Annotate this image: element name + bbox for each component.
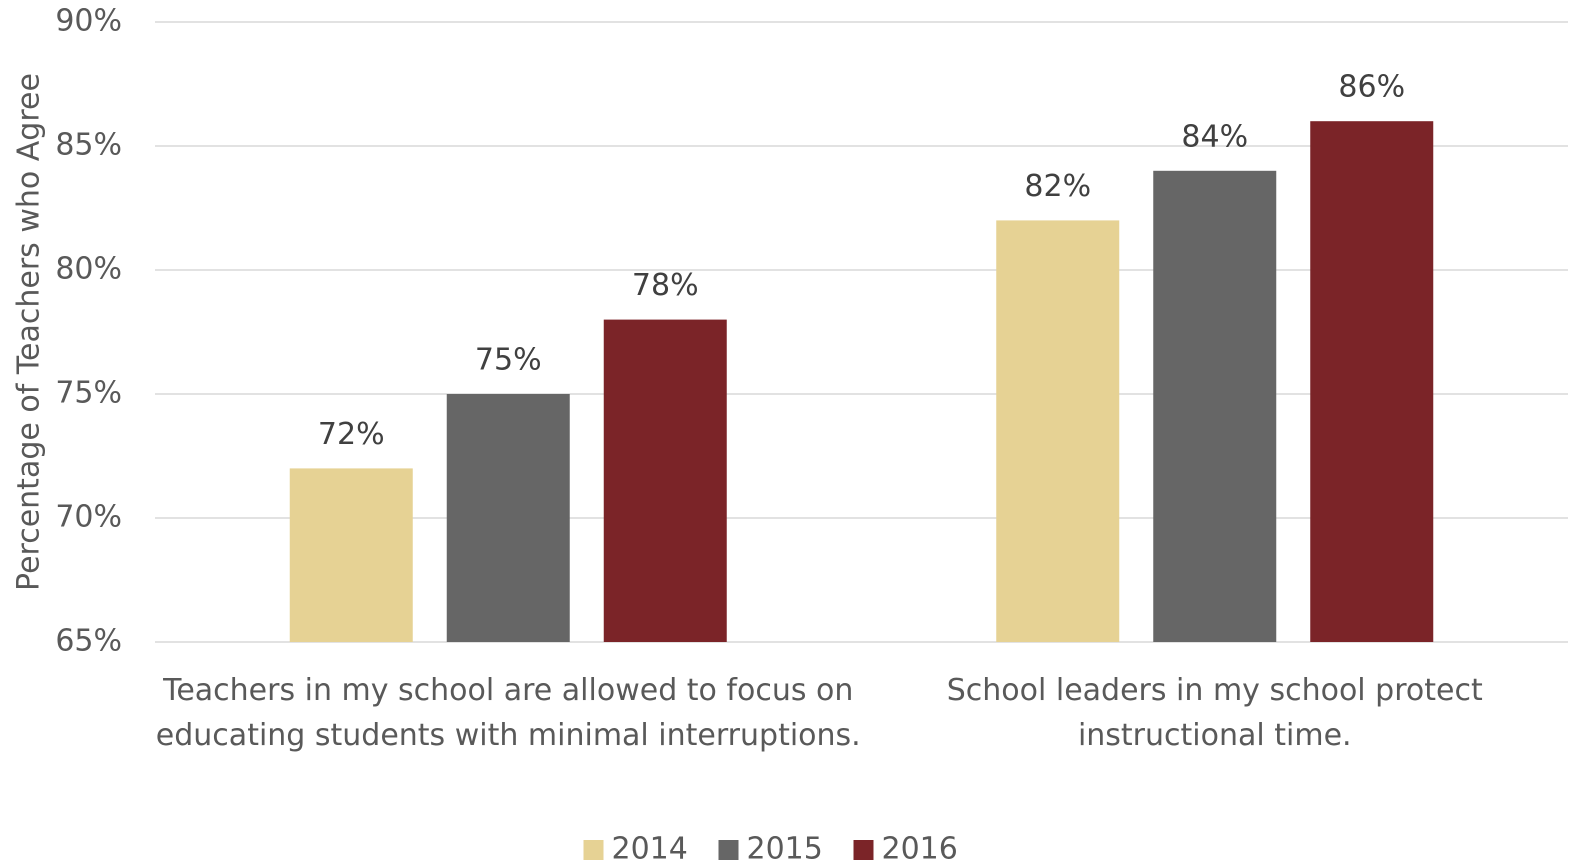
legend-swatch — [583, 840, 604, 860]
y-axis-label: Percentage of Teachers who Agree — [12, 73, 47, 591]
x-tick-label: School leaders in my school protect inst… — [946, 673, 1483, 753]
legend-swatch — [853, 840, 874, 860]
bar — [603, 319, 727, 642]
y-tick-label: 90% — [55, 4, 122, 39]
legend-label: 2015 — [747, 832, 823, 867]
bar — [289, 468, 413, 642]
bar — [446, 394, 570, 642]
legend-label: 2014 — [612, 832, 688, 867]
bar — [996, 220, 1120, 642]
legend-swatch — [718, 840, 739, 860]
data-label: 84% — [1181, 119, 1248, 154]
data-label: 78% — [632, 268, 699, 303]
legend-label: 2016 — [882, 832, 958, 867]
data-label: 82% — [1024, 169, 1091, 204]
x-tick-label: Teachers in my school are allowed to foc… — [155, 673, 861, 753]
bar — [1310, 121, 1434, 642]
data-label: 86% — [1338, 70, 1405, 105]
data-label: 75% — [475, 343, 542, 378]
y-tick-label: 75% — [55, 376, 122, 411]
y-tick-label: 85% — [55, 128, 122, 163]
y-tick-label: 65% — [55, 624, 122, 659]
data-label: 72% — [318, 417, 385, 452]
y-tick-label: 70% — [55, 500, 122, 535]
y-tick-label: 80% — [55, 252, 122, 287]
bar — [1153, 170, 1277, 643]
